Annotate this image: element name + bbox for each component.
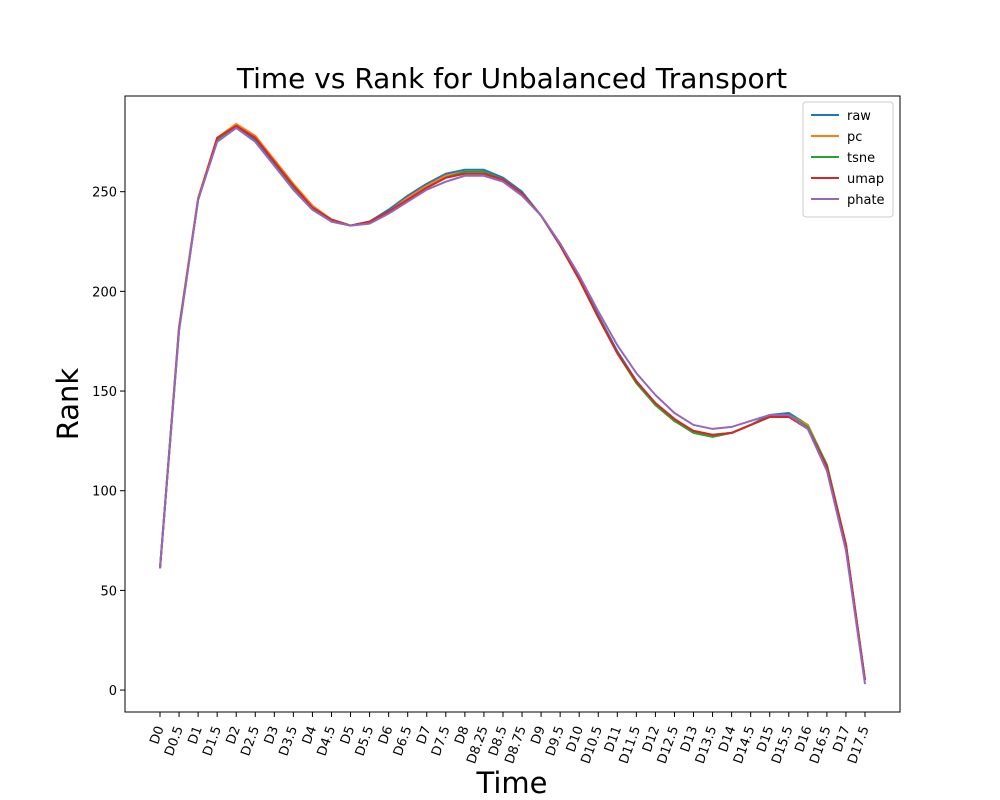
y-tick-label: 100 — [92, 485, 117, 500]
y-tick-label: 0 — [109, 684, 117, 699]
series-line-raw — [159, 124, 866, 681]
x-tick-label: D9 — [528, 724, 548, 746]
x-tick-label: D5 — [338, 724, 358, 746]
legend-label-tsne: tsne — [847, 151, 875, 166]
x-tick-label: D3 — [262, 724, 282, 746]
x-tick-label: D2 — [224, 724, 244, 746]
x-tick-label: D8 — [452, 724, 472, 746]
y-axis: 0 50 100 150 200 250 — [92, 186, 125, 699]
legend: raw pc tsne umap phate — [802, 101, 894, 218]
plot-area — [124, 95, 901, 713]
legend-label-umap: umap — [847, 172, 884, 187]
y-axis-title: Rank — [51, 368, 85, 441]
x-tick-label: D7 — [414, 724, 434, 746]
y-tick-label: 250 — [92, 186, 117, 201]
y-tick-label: 50 — [100, 584, 117, 599]
chart-title: Time vs Rank for Unbalanced Transport — [236, 62, 787, 95]
x-tick-label: D4 — [300, 724, 320, 746]
x-tick-label: D0 — [147, 724, 167, 746]
legend-box — [802, 101, 894, 218]
x-axis: D0D0.5D1D1.5D2D2.5D3D3.5D4D4.5D5D5.5D6D6… — [147, 712, 873, 766]
series-line-phate — [159, 126, 866, 685]
legend-label-pc: pc — [847, 130, 862, 145]
x-tick-label: D1 — [186, 724, 206, 746]
y-tick-label: 200 — [92, 285, 117, 300]
legend-label-phate: phate — [847, 193, 885, 208]
x-axis-title: Time — [476, 766, 548, 800]
legend-label-raw: raw — [847, 109, 871, 124]
y-tick-label: 150 — [92, 385, 117, 400]
series-line-pc — [159, 122, 866, 681]
series-lines — [159, 122, 866, 685]
x-tick-label: D6 — [376, 724, 396, 746]
series-line-umap — [159, 124, 866, 681]
series-line-tsne — [159, 124, 866, 681]
